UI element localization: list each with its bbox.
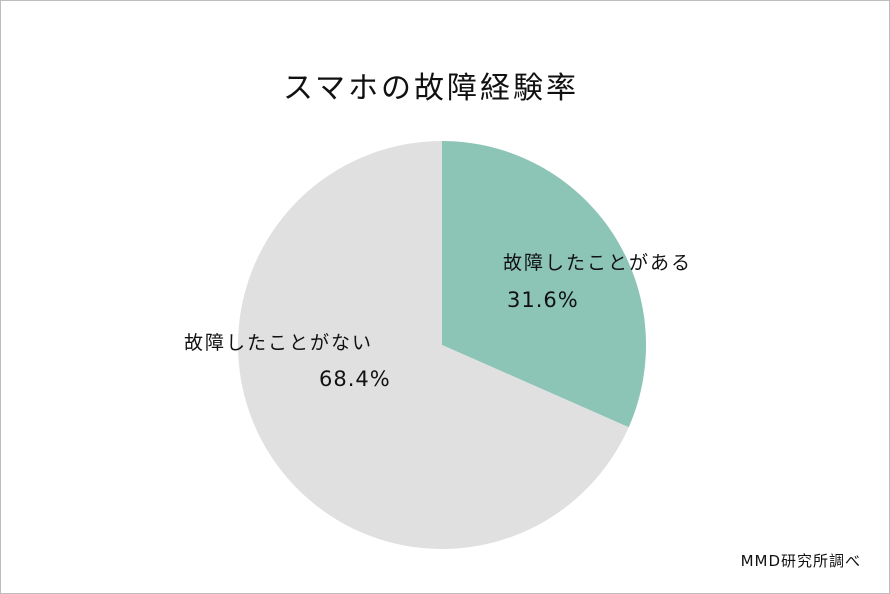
chart-title: スマホの故障経験率 <box>282 71 580 106</box>
slice-value-not-broken: 68.4% <box>319 367 391 391</box>
slice-label-not-broken: 故障したことがない <box>184 332 374 354</box>
slice-value-broken: 31.6% <box>507 288 579 312</box>
pie-slice-broken <box>442 141 647 428</box>
slice-label-broken: 故障したことがある <box>503 252 693 274</box>
pie-slice-not-broken <box>238 141 629 549</box>
source-note: MMD研究所調べ <box>740 552 861 570</box>
